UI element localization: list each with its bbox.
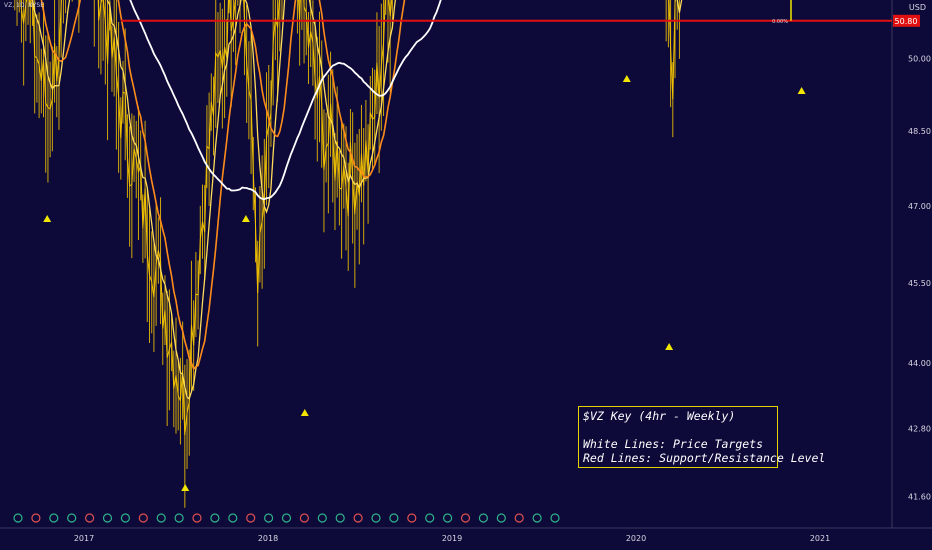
earnings-event-icon	[550, 513, 560, 523]
price-wicks	[14, 0, 680, 508]
legend-title: $VZ Key (4hr - Weekly)	[583, 409, 736, 423]
earnings-event-icon	[353, 513, 363, 523]
earnings-event-icon	[335, 513, 345, 523]
trough-marker-icon	[181, 484, 190, 491]
earnings-event-icon	[317, 513, 327, 523]
y-tick-label: 45.50	[908, 279, 931, 288]
y-tick-label: 47.00	[908, 202, 931, 211]
x-tick-label: 2017	[74, 534, 94, 543]
earnings-event-icon	[192, 513, 202, 523]
earnings-event-icon	[31, 513, 41, 523]
y-tick-label: 44.00	[908, 359, 931, 368]
earnings-event-icon	[425, 513, 435, 523]
earnings-event-icon	[281, 513, 292, 523]
earnings-event-icon	[67, 513, 77, 523]
peak-marker-icon	[797, 87, 806, 94]
event-icons-row	[13, 513, 560, 523]
earnings-event-icon	[174, 513, 184, 523]
earnings-event-icon	[102, 513, 113, 523]
earnings-event-icon	[496, 513, 506, 523]
symbol-label: VZ, 1D, NYSE	[4, 2, 45, 9]
price-line	[20, 0, 676, 436]
earnings-event-icon	[299, 513, 309, 523]
price-tag-label: 50.80	[895, 17, 918, 26]
fib-label: 0.00%	[772, 19, 788, 25]
ma-fast-line	[31, 0, 683, 400]
earnings-event-icon	[532, 513, 542, 523]
ma-slow-line	[129, 0, 442, 201]
earnings-event-icon	[246, 513, 256, 523]
signal-marker-icon	[241, 215, 250, 222]
earnings-event-icon	[264, 513, 274, 523]
earnings-event-icon	[460, 513, 471, 523]
trough-marker-icon	[665, 343, 674, 350]
y-tick-label: 41.60	[908, 492, 931, 501]
legend-box: $VZ Key (4hr - Weekly) White Lines: Pric…	[578, 406, 826, 468]
currency-label: USD	[908, 3, 926, 12]
earnings-event-icon	[514, 513, 524, 523]
x-tick-label: 2018	[258, 534, 278, 543]
x-tick-label: 2021	[810, 534, 830, 543]
price-tag-box	[893, 14, 920, 27]
x-tick-label: 2019	[442, 534, 462, 543]
earnings-event-icon	[13, 513, 23, 523]
earnings-event-icon	[478, 513, 488, 523]
peak-marker-icon	[622, 75, 631, 82]
earnings-event-icon	[443, 513, 453, 523]
earnings-event-icon	[228, 513, 238, 523]
earnings-event-icon	[389, 513, 399, 523]
y-tick-label: 48.50	[908, 127, 931, 136]
x-tick-label: 2020	[626, 534, 646, 543]
earnings-event-icon	[138, 513, 148, 523]
legend-red-lines: Red Lines: Support/Resistance Level	[583, 451, 826, 465]
earnings-event-icon	[84, 513, 95, 523]
earnings-event-icon	[156, 513, 166, 523]
trough-marker-icon	[300, 409, 309, 416]
earnings-event-icon	[49, 513, 59, 523]
earnings-event-icon	[407, 513, 417, 523]
y-tick-label: 42.80	[908, 425, 931, 434]
ma-mid-line	[40, 0, 406, 371]
signal-marker-icon	[43, 215, 52, 222]
legend-white-lines: White Lines: Price Targets	[583, 437, 764, 451]
y-tick-label: 50.00	[908, 55, 931, 64]
earnings-event-icon	[210, 513, 220, 523]
earnings-event-icon	[371, 513, 381, 523]
earnings-event-icon	[120, 513, 131, 523]
